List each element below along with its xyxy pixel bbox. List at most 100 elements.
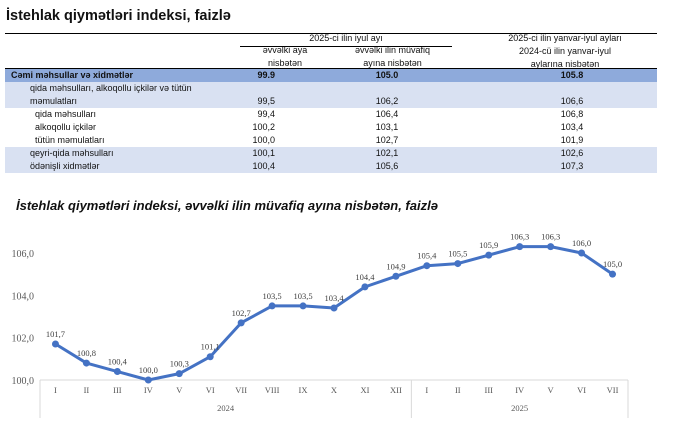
col3-header: 2025-ci ilin yanvar-iyul ayları 2024-cü … [480,32,650,71]
cell-prev-year-month: 106,2 [375,96,399,106]
data-point [454,260,462,268]
x-tick-label: I [54,385,57,395]
x-tick-label: VII [607,385,619,395]
data-label: 100,3 [170,359,189,369]
cell-prev-month: 100,4 [252,161,275,171]
data-label: 105,4 [417,251,437,261]
data-label: 101,1 [201,342,220,352]
data-point [609,270,617,278]
x-tick-label: II [84,385,90,395]
data-point [392,272,400,280]
cell-prev-year-month: 103,1 [375,122,399,132]
x-tick-label: XII [390,385,402,395]
cell-jan-jul: 102,6 [560,148,584,158]
series-line [54,245,614,382]
col1-header: əvvəlki aya nisbətən [240,44,330,70]
table-row: ödənişli xidmətlər 100,4 105,6 107,3 [5,160,657,173]
cell-prev-month: 99,5 [257,96,275,106]
cell-jan-jul: 106,8 [560,109,584,119]
data-label: 106,3 [510,232,529,242]
x-tick-label: III [113,385,122,395]
data-point [175,370,183,378]
data-label: 105,9 [479,240,498,250]
x-tick-label: IX [299,385,308,395]
col2-header-line: ayına nisbətən [363,58,422,68]
table-row-total: Cəmi məhsullar və xidmətlər 99.9 105.0 105.… [5,68,657,83]
cell-prev-year-month: 102,1 [375,148,399,158]
row-label: ödənişli xidmətlər [30,161,100,171]
col3-header-line: 2024-cü ilin yanvar-iyul [518,46,612,56]
row-label-cont: məmulatları [30,96,78,106]
data-point [237,319,245,327]
x-tick-label: X [331,385,337,395]
data-point [82,359,90,367]
cell-jan-jul: 103,4 [560,122,584,132]
x-tick-label: VII [235,385,247,395]
x-tick-label: V [176,385,183,395]
data-label: 100,8 [77,348,96,358]
x-tick-label: II [455,385,461,395]
cell-jan-jul: 106,6 [560,96,584,106]
x-tick-label: XI [360,385,369,395]
data-label: 100,0 [139,365,158,375]
x-group-label: 2025 [511,403,528,413]
cell-prev-year-month: 105.0 [375,70,399,80]
data-point [423,262,431,270]
cell-prev-year-month: 105,6 [375,161,399,171]
data-point [516,243,524,251]
group-header-rule [240,46,452,47]
col3-header-line: aylarına nisbətən [530,59,600,69]
cell-prev-month: 99.9 [257,70,275,80]
x-tick-label: I [425,385,428,395]
data-point [547,243,555,251]
row-label: qeyri-qida məhsulları [30,148,114,158]
cell-jan-jul: 101,9 [560,135,584,145]
cell-prev-year-month: 106,4 [375,109,399,119]
y-tick-label: 102,0 [12,334,35,345]
data-point [144,376,152,384]
x-tick-label: III [484,385,493,395]
data-point [299,302,307,310]
y-tick-label: 106,0 [12,249,35,260]
cell-prev-month: 99,4 [257,109,275,119]
data-label: 104,9 [386,261,405,271]
row-label: qida məhsulları [35,109,97,119]
row-label: Cəmi məhsullar və xidmətlər [11,70,134,80]
x-tick-label: VI [206,385,215,395]
data-label: 105,0 [603,259,622,269]
data-label: 103,5 [263,291,282,301]
data-point [113,368,121,376]
data-label: 101,7 [46,329,65,339]
col2-header-line: əvvəlki ilin müvafiq [354,45,431,55]
data-point [330,304,338,312]
table-top-rule [5,33,657,34]
col1-header-line: əvvəlki aya [262,45,308,55]
data-point [51,340,59,348]
cell-prev-year-month: 102,7 [375,135,399,145]
x-tick-label: VIII [265,385,280,395]
row-label: alkoqollu içkilər [35,122,97,132]
cell-jan-jul: 107,3 [560,161,584,171]
table-row: qeyri-qida məhsulları 100,1 102,1 102,6 [5,147,657,160]
group-header: 2025-ci ilin iyul ayı [309,33,383,43]
data-label: 100,4 [108,357,128,367]
col1-header-line: nisbətən [267,58,303,68]
data-label: 103,4 [324,293,344,303]
row-label: tütün məmulatları [35,135,105,145]
table-title: İstehlak qiymətləri indeksi, faizlə [6,8,231,24]
data-label: 106,3 [541,232,560,242]
x-tick-label: IV [515,385,525,395]
cell-prev-month: 100,2 [252,122,275,132]
data-point [268,302,276,310]
table-row: alkoqollu içkilər 100,2 103,1 103,4 [5,121,657,134]
cell-prev-month: 100,1 [252,148,275,158]
data-label: 103,5 [293,291,312,301]
data-label: 104,4 [355,272,375,282]
cell-prev-month: 100,0 [252,135,275,145]
table-row: qida məhsulları 99,4 106,4 106,8 [5,108,657,121]
data-label: 106,0 [572,238,591,248]
data-label: 105,5 [448,249,467,259]
table-row: tütün məmulatları 100,0 102,7 101,9 [5,134,657,147]
y-tick-label: 100,0 [12,376,35,387]
